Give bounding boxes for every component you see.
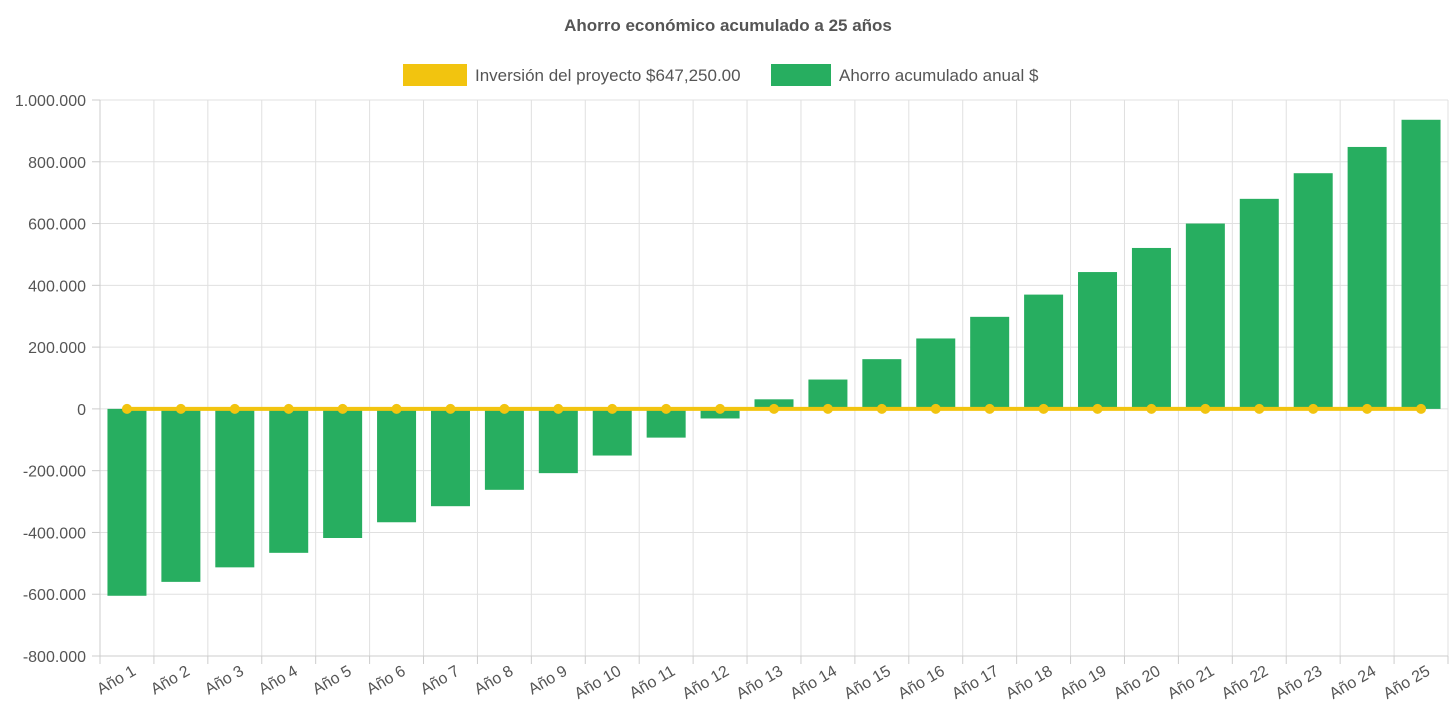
chart-title: Ahorro económico acumulado a 25 años: [564, 16, 892, 35]
bar-ahorro: [269, 408, 309, 553]
line-point-inversion: [1146, 403, 1157, 414]
y-tick-label: 200.000: [28, 340, 86, 357]
legend-label-savings: Ahorro acumulado anual $: [839, 66, 1039, 85]
x-tick-label: Año 25: [1381, 663, 1434, 703]
x-tick-label: Año 17: [949, 663, 1002, 703]
line-point-inversion: [229, 403, 240, 414]
bar-ahorro: [970, 316, 1010, 409]
x-tick-label: Año 18: [1003, 663, 1056, 703]
line-point-inversion: [337, 403, 348, 414]
x-tick-label: Año 19: [1057, 663, 1110, 703]
legend-label-investment: Inversión del proyecto $647,250.00: [475, 66, 741, 85]
legend-swatch-investment: [403, 64, 467, 86]
x-tick-label: Año 15: [841, 663, 894, 703]
line-point-inversion: [930, 403, 941, 414]
y-tick-label: -200.000: [23, 464, 86, 481]
x-tick-label: Año 16: [895, 663, 948, 703]
x-tick-label: Año 13: [734, 663, 787, 703]
y-tick-label: -600.000: [23, 587, 86, 604]
bar-ahorro: [1024, 294, 1064, 409]
x-tick-label: Año 2: [148, 663, 193, 699]
line-point-inversion: [661, 403, 672, 414]
bar-ahorro: [107, 408, 147, 596]
line-point-inversion: [1200, 403, 1211, 414]
bar-ahorro: [862, 359, 902, 409]
line-point-inversion: [1254, 403, 1265, 414]
line-point-inversion: [984, 403, 995, 414]
y-tick-label: 400.000: [28, 278, 86, 295]
line-point-inversion: [553, 403, 564, 414]
legend-item-investment[interactable]: Inversión del proyecto $647,250.00: [403, 64, 741, 86]
x-tick-label: Año 12: [680, 663, 733, 703]
bars: [107, 119, 1441, 596]
x-tick-label: Año 10: [572, 663, 625, 703]
line-point-inversion: [1308, 403, 1319, 414]
x-tick-label: Año 9: [526, 663, 571, 699]
line-point-inversion: [607, 403, 618, 414]
bar-ahorro: [484, 408, 524, 490]
line-point-inversion: [391, 403, 402, 414]
x-tick-label: Año 20: [1111, 663, 1164, 703]
bar-ahorro: [916, 338, 956, 409]
y-tick-label: -400.000: [23, 525, 86, 542]
x-tick-label: Año 6: [364, 663, 409, 699]
line-point-inversion: [1362, 403, 1373, 414]
y-tick-label: -800.000: [23, 649, 86, 666]
line-point-inversion: [822, 403, 833, 414]
bar-ahorro: [161, 408, 201, 582]
bar-ahorro: [538, 408, 578, 474]
legend-item-savings[interactable]: Ahorro acumulado anual $: [771, 64, 1039, 86]
x-tick-label: Año 21: [1165, 663, 1218, 703]
bar-ahorro: [1293, 173, 1333, 409]
line-point-inversion: [283, 403, 294, 414]
bar-ahorro: [1185, 223, 1225, 409]
bar-ahorro: [323, 408, 363, 539]
legend: Inversión del proyecto $647,250.00 Ahorr…: [403, 64, 1039, 86]
bar-ahorro: [1131, 247, 1171, 409]
y-tick-label: 1.000.000: [15, 93, 86, 110]
y-tick-label: 600.000: [28, 217, 86, 234]
bar-ahorro: [430, 408, 470, 507]
line-point-inversion: [121, 403, 132, 414]
x-tick-label: Año 3: [202, 663, 247, 699]
line-point-inversion: [1092, 403, 1103, 414]
x-tick-label: Año 7: [418, 663, 463, 699]
y-tick-label: 0: [77, 402, 86, 419]
legend-swatch-savings: [771, 64, 831, 86]
x-tick-label: Año 8: [472, 663, 517, 699]
investment-line: [121, 403, 1427, 414]
bar-ahorro: [1078, 272, 1118, 409]
bar-ahorro: [1401, 119, 1441, 409]
x-tick-label: Año 1: [94, 663, 139, 699]
line-point-inversion: [175, 403, 186, 414]
x-tick-label: Año 22: [1219, 663, 1272, 703]
x-tick-label: Año 11: [627, 663, 678, 703]
bar-ahorro: [215, 408, 255, 568]
line-point-inversion: [1416, 403, 1427, 414]
line-point-inversion: [445, 403, 456, 414]
x-tick-label: Año 5: [310, 663, 355, 699]
y-tick-label: 800.000: [28, 155, 86, 172]
x-tick-label: Año 24: [1327, 663, 1380, 703]
line-point-inversion: [769, 403, 779, 414]
bar-ahorro: [592, 408, 632, 456]
x-tick-label: Año 14: [787, 663, 840, 703]
line-point-inversion: [1038, 403, 1049, 414]
x-tick-label: Año 23: [1273, 663, 1326, 703]
x-tick-label: Año 4: [256, 663, 301, 699]
line-point-inversion: [715, 403, 726, 414]
line-point-inversion: [499, 403, 510, 414]
bar-ahorro: [1239, 198, 1279, 409]
line-point-inversion: [876, 403, 887, 414]
axes: 1.000.000 800.000 600.000 400.000 200.000 0 -2…: [15, 93, 1449, 703]
bar-ahorro: [377, 408, 417, 523]
bar-ahorro: [1347, 146, 1387, 409]
